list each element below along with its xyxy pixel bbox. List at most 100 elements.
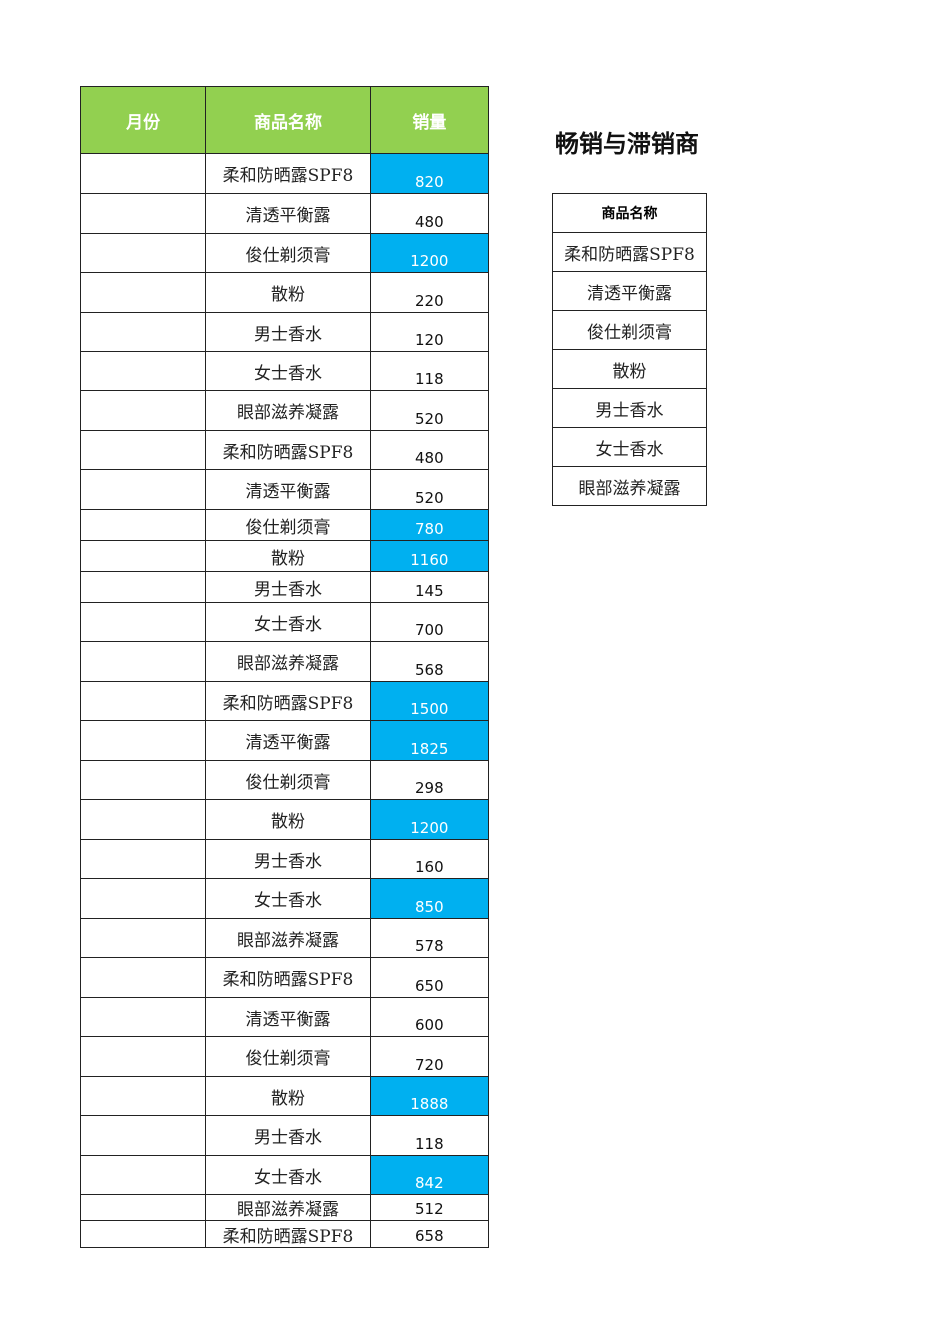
sales-cell[interactable]: 160 [369, 839, 490, 879]
header-product[interactable]: 商品名称 [205, 86, 371, 154]
month-cell[interactable] [79, 540, 207, 572]
sales-cell[interactable]: 1500 [369, 681, 490, 721]
product-cell[interactable]: 散粉 [205, 540, 371, 572]
side-product-cell[interactable]: 清透平衡露 [552, 271, 707, 311]
sales-cell[interactable]: 650 [369, 957, 490, 998]
sales-cell[interactable]: 820 [369, 153, 490, 194]
product-cell[interactable]: 俊仕剃须膏 [205, 509, 371, 541]
sales-cell[interactable]: 1825 [369, 720, 490, 761]
product-cell[interactable]: 女士香水 [205, 1155, 371, 1195]
product-cell[interactable]: 柔和防晒露SPF8 [205, 153, 371, 194]
month-cell[interactable] [79, 760, 207, 800]
product-cell[interactable]: 清透平衡露 [205, 720, 371, 761]
sales-cell[interactable]: 720 [369, 1036, 490, 1077]
product-cell[interactable]: 男士香水 [205, 312, 371, 352]
sales-cell[interactable]: 842 [369, 1155, 490, 1195]
month-cell[interactable] [79, 602, 207, 642]
sales-cell[interactable]: 1200 [369, 233, 490, 273]
product-cell[interactable]: 清透平衡露 [205, 469, 371, 510]
month-cell[interactable] [79, 351, 207, 391]
month-cell[interactable] [79, 957, 207, 998]
month-cell[interactable] [79, 469, 207, 510]
sales-cell[interactable]: 480 [369, 430, 490, 470]
table-row: 男士香水 120 [79, 312, 490, 352]
month-cell[interactable] [79, 233, 207, 273]
month-cell[interactable] [79, 193, 207, 234]
product-cell[interactable]: 柔和防晒露SPF8 [205, 957, 371, 998]
product-cell[interactable]: 散粉 [205, 799, 371, 840]
product-cell[interactable]: 清透平衡露 [205, 997, 371, 1037]
month-cell[interactable] [79, 430, 207, 470]
month-cell[interactable] [79, 1115, 207, 1156]
side-product-cell[interactable]: 眼部滋养凝露 [552, 466, 707, 506]
product-cell[interactable]: 俊仕剃须膏 [205, 760, 371, 800]
sales-cell[interactable]: 118 [369, 1115, 490, 1156]
side-header[interactable]: 商品名称 [552, 193, 707, 233]
sales-cell[interactable]: 118 [369, 351, 490, 391]
product-cell[interactable]: 女士香水 [205, 878, 371, 919]
product-cell[interactable]: 眼部滋养凝露 [205, 390, 371, 431]
sales-cell[interactable]: 658 [369, 1220, 490, 1248]
product-cell[interactable]: 男士香水 [205, 1115, 371, 1156]
product-cell[interactable]: 散粉 [205, 1076, 371, 1116]
month-cell[interactable] [79, 681, 207, 721]
month-cell[interactable] [79, 571, 207, 603]
sales-cell[interactable]: 578 [369, 918, 490, 958]
side-row: 女士香水 [552, 427, 707, 467]
product-cell[interactable]: 男士香水 [205, 571, 371, 603]
product-cell[interactable]: 俊仕剃须膏 [205, 233, 371, 273]
month-cell[interactable] [79, 878, 207, 919]
sales-cell[interactable]: 480 [369, 193, 490, 234]
sales-cell[interactable]: 1200 [369, 799, 490, 840]
month-cell[interactable] [79, 918, 207, 958]
month-cell[interactable] [79, 1036, 207, 1077]
product-cell[interactable]: 女士香水 [205, 351, 371, 391]
sales-cell[interactable]: 520 [369, 469, 490, 510]
sales-cell[interactable]: 850 [369, 878, 490, 919]
sales-cell[interactable]: 145 [369, 571, 490, 603]
month-cell[interactable] [79, 390, 207, 431]
side-product-cell[interactable]: 俊仕剃须膏 [552, 310, 707, 350]
month-cell[interactable] [79, 799, 207, 840]
side-product-cell[interactable]: 柔和防晒露SPF8 [552, 232, 707, 272]
month-cell[interactable] [79, 839, 207, 879]
sales-cell[interactable]: 220 [369, 272, 490, 313]
month-cell[interactable] [79, 720, 207, 761]
product-cell[interactable]: 眼部滋养凝露 [205, 918, 371, 958]
product-cell[interactable]: 男士香水 [205, 839, 371, 879]
month-cell[interactable] [79, 1194, 207, 1221]
month-cell[interactable] [79, 272, 207, 313]
product-cell[interactable]: 清透平衡露 [205, 193, 371, 234]
product-cell[interactable]: 女士香水 [205, 602, 371, 642]
product-cell[interactable]: 柔和防晒露SPF8 [205, 430, 371, 470]
month-cell[interactable] [79, 509, 207, 541]
sales-cell[interactable]: 298 [369, 760, 490, 800]
sales-cell[interactable]: 568 [369, 641, 490, 682]
side-product-cell[interactable]: 散粉 [552, 349, 707, 389]
sales-cell[interactable]: 1888 [369, 1076, 490, 1116]
product-cell[interactable]: 眼部滋养凝露 [205, 1194, 371, 1221]
month-cell[interactable] [79, 312, 207, 352]
month-cell[interactable] [79, 1076, 207, 1116]
month-cell[interactable] [79, 1155, 207, 1195]
sales-cell[interactable]: 1160 [369, 540, 490, 572]
sales-cell[interactable]: 700 [369, 602, 490, 642]
sales-cell[interactable]: 520 [369, 390, 490, 431]
sales-cell[interactable]: 780 [369, 509, 490, 541]
header-sales[interactable]: 销量 [369, 86, 490, 154]
sales-cell[interactable]: 512 [369, 1194, 490, 1221]
side-product-cell[interactable]: 女士香水 [552, 427, 707, 467]
sales-cell[interactable]: 120 [369, 312, 490, 352]
sales-cell[interactable]: 600 [369, 997, 490, 1037]
product-cell[interactable]: 眼部滋养凝露 [205, 641, 371, 682]
product-cell[interactable]: 俊仕剃须膏 [205, 1036, 371, 1077]
month-cell[interactable] [79, 1220, 207, 1248]
header-month[interactable]: 月份 [79, 86, 207, 154]
product-cell[interactable]: 柔和防晒露SPF8 [205, 1220, 371, 1248]
product-cell[interactable]: 柔和防晒露SPF8 [205, 681, 371, 721]
month-cell[interactable] [79, 997, 207, 1037]
month-cell[interactable] [79, 641, 207, 682]
month-cell[interactable] [79, 153, 207, 194]
side-product-cell[interactable]: 男士香水 [552, 388, 707, 428]
product-cell[interactable]: 散粉 [205, 272, 371, 313]
